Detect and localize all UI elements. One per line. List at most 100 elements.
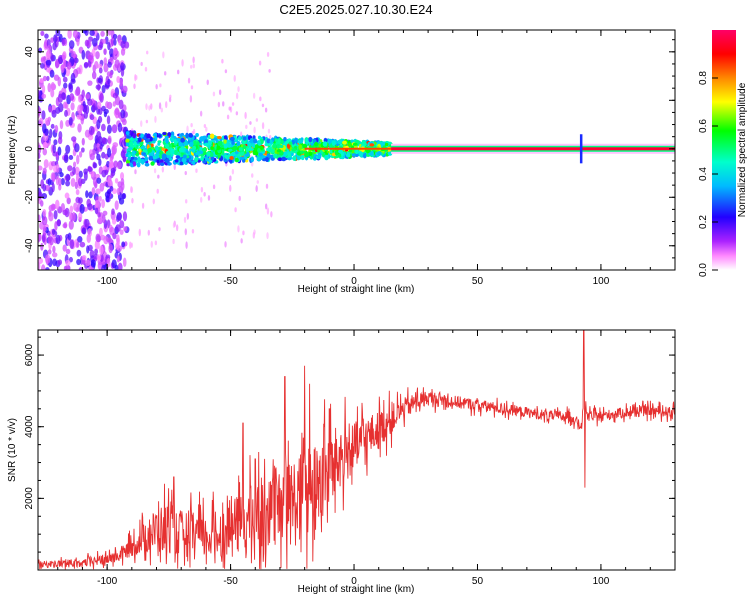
heatmap-cell bbox=[108, 243, 113, 254]
heatmap-cell bbox=[237, 135, 242, 141]
heatmap-cell bbox=[111, 259, 117, 269]
heatmap-cell bbox=[107, 61, 112, 68]
colorbar-ticks: 0.0 0.2 0.4 0.6 0.8 bbox=[698, 71, 718, 277]
heatmap-cell bbox=[228, 106, 231, 111]
heatmap-cell bbox=[157, 134, 162, 138]
colorbar-label: Normalized spectral amplitude bbox=[737, 82, 748, 217]
heatmap-cell bbox=[276, 144, 281, 150]
heatmap-cell bbox=[64, 109, 68, 117]
heatmap-cell bbox=[88, 191, 93, 199]
heatmap-cell bbox=[190, 85, 194, 90]
heatmap-cell bbox=[265, 183, 269, 189]
y-tick-label: 0 bbox=[24, 146, 35, 152]
heatmap-cell bbox=[40, 62, 45, 69]
heatmap-cell bbox=[133, 141, 137, 146]
heatmap-cell bbox=[78, 177, 83, 187]
heatmap-cell bbox=[186, 125, 189, 133]
heatmap-cell bbox=[125, 138, 130, 144]
heatmap-cell bbox=[52, 258, 57, 267]
heatmap-cell bbox=[74, 88, 81, 97]
heatmap-cell bbox=[238, 147, 243, 152]
heatmap-cell bbox=[240, 151, 245, 156]
heatmap-cell bbox=[116, 234, 120, 244]
spectrogram-heatmap bbox=[38, 30, 675, 270]
heatmap-cell bbox=[92, 162, 98, 169]
heatmap-cell bbox=[200, 196, 203, 203]
heatmap-cell bbox=[149, 136, 153, 142]
heatmap-cell bbox=[145, 119, 149, 124]
heatmap-cell bbox=[229, 184, 232, 192]
heatmap-cell bbox=[239, 156, 245, 160]
heatmap-cell bbox=[107, 78, 111, 85]
heatmap-cell bbox=[242, 136, 247, 141]
heatmap-cell bbox=[41, 93, 47, 99]
colorbar bbox=[712, 30, 736, 270]
heatmap-cell bbox=[71, 211, 76, 222]
heatmap-cell bbox=[82, 104, 88, 113]
heatmap-cell bbox=[101, 265, 106, 270]
heatmap-cell bbox=[130, 186, 133, 194]
heatmap-cell bbox=[127, 156, 131, 161]
heatmap-cell bbox=[155, 83, 158, 90]
heatmap-cell bbox=[173, 164, 176, 171]
heatmap-cell bbox=[87, 203, 93, 211]
heatmap-cell bbox=[67, 232, 72, 241]
chart-title: C2E5.2025.027.10.30.E24 bbox=[279, 2, 432, 17]
heatmap-cell bbox=[47, 116, 52, 123]
heatmap-cell bbox=[47, 235, 53, 244]
heatmap-cell bbox=[266, 147, 270, 152]
heatmap-cell bbox=[157, 142, 161, 146]
heatmap-cell bbox=[76, 241, 80, 248]
heatmap-cell bbox=[251, 173, 254, 178]
heatmap-cell bbox=[42, 148, 48, 156]
heatmap-cell bbox=[205, 126, 208, 132]
heatmap-cell bbox=[252, 92, 256, 99]
heatmap-cell bbox=[71, 50, 76, 59]
heatmap-cell bbox=[100, 30, 105, 37]
heatmap-cell bbox=[192, 129, 196, 135]
heatmap-cell bbox=[60, 202, 65, 212]
heatmap-cell bbox=[61, 52, 66, 61]
heatmap-cell bbox=[134, 157, 138, 161]
heatmap-cell bbox=[123, 226, 128, 232]
heatmap-cell bbox=[286, 143, 291, 149]
heatmap-cell bbox=[298, 139, 304, 144]
heatmap-cell bbox=[298, 144, 303, 151]
heatmap-cell bbox=[90, 259, 96, 268]
heatmap-cell bbox=[45, 267, 50, 270]
heatmap-cell bbox=[68, 116, 73, 126]
heatmap-cell bbox=[67, 30, 72, 39]
heatmap-cell bbox=[88, 125, 95, 136]
bottom-plot-frame bbox=[37, 329, 676, 571]
colorbar-tick-label: 0.2 bbox=[698, 215, 709, 229]
heatmap-cell bbox=[103, 48, 107, 55]
heatmap-cell bbox=[96, 130, 102, 141]
heatmap-cell bbox=[209, 151, 214, 158]
heatmap-cell bbox=[78, 197, 83, 204]
heatmap-cell bbox=[51, 172, 56, 183]
heatmap-cell bbox=[134, 74, 137, 82]
heatmap-cell bbox=[58, 177, 62, 187]
heatmap-cell bbox=[120, 48, 126, 56]
heatmap-cell bbox=[38, 233, 41, 243]
heatmap-cell bbox=[94, 61, 99, 69]
heatmap-cell bbox=[97, 212, 101, 218]
heatmap-cell bbox=[42, 167, 47, 175]
heatmap-cell bbox=[107, 41, 111, 51]
heatmap-cell bbox=[41, 215, 48, 226]
heatmap-cell bbox=[76, 154, 80, 165]
heatmap-cell bbox=[146, 133, 151, 139]
heatmap-cell bbox=[87, 98, 93, 106]
heatmap-cell bbox=[48, 212, 54, 222]
heatmap-cell bbox=[103, 235, 109, 245]
heatmap-cell bbox=[317, 153, 322, 159]
heatmap-cell bbox=[110, 37, 115, 47]
heatmap-cell bbox=[113, 38, 117, 46]
heatmap-cell bbox=[51, 182, 55, 193]
heatmap-cell bbox=[69, 239, 75, 250]
heatmap-cell bbox=[112, 92, 118, 99]
heatmap-cell bbox=[138, 148, 142, 153]
heatmap-cell bbox=[53, 74, 60, 81]
heatmap-cell bbox=[234, 207, 237, 213]
